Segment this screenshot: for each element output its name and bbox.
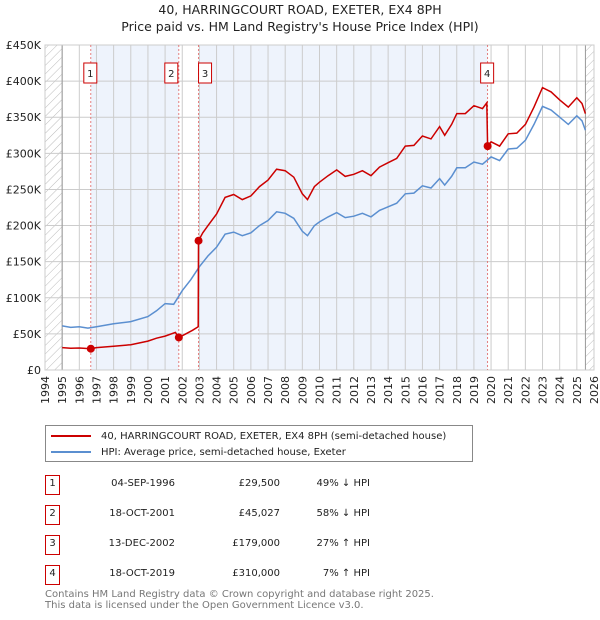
x-tick-label: 2003 <box>193 376 206 404</box>
sale-hpi-diff: 7% ↑ HPI <box>322 568 370 579</box>
x-tick-label: 2001 <box>159 376 172 404</box>
y-tick-label: £300K <box>6 147 42 160</box>
footer-copyright: Contains HM Land Registry data © Crown c… <box>45 589 434 600</box>
sale-price: £310,000 <box>232 568 280 579</box>
x-tick-label: 1996 <box>73 376 86 404</box>
sale-point <box>86 344 95 353</box>
x-tick-label: 2015 <box>399 376 412 404</box>
footer-licence: This data is licensed under the Open Gov… <box>45 600 364 611</box>
x-tick-label: 2006 <box>245 376 258 404</box>
x-tick-label: 2011 <box>331 376 344 404</box>
x-tick-label: 2000 <box>142 376 155 404</box>
x-tick-label: 2020 <box>485 376 498 404</box>
x-tick-label: 1994 <box>39 376 52 404</box>
sale-price: £45,027 <box>238 508 280 519</box>
hpi-line <box>62 105 587 329</box>
ownership-shade <box>198 45 488 370</box>
x-tick-label: 2021 <box>502 376 515 404</box>
plot-border <box>44 44 595 371</box>
hatched-region-end <box>585 45 594 370</box>
y-tick-label: £350K <box>6 111 42 124</box>
hatched-region-start <box>45 45 63 370</box>
y-tick-label: £150K <box>6 256 42 269</box>
x-tick-label: 2016 <box>416 376 429 404</box>
x-tick-label: 1997 <box>90 376 103 404</box>
y-tick-label: £450K <box>6 39 42 52</box>
sale-label: 2 <box>168 69 174 80</box>
chart-title: 40, HARRINGCOURT ROAD, EXETER, EX4 8PH <box>158 2 442 17</box>
sale-date: 04-SEP-1996 <box>111 478 175 489</box>
sale-label-box <box>480 62 495 84</box>
x-tick-label: 2010 <box>314 376 327 404</box>
x-tick-label: 2013 <box>365 376 378 404</box>
x-tick-label: 1999 <box>125 376 138 404</box>
x-tick-label: 2009 <box>296 376 309 404</box>
x-tick-label: 2002 <box>176 376 189 404</box>
legend: 40, HARRINGCOURT ROAD, EXETER, EX4 8PH (… <box>45 425 473 462</box>
sale-hpi-diff: 27% ↑ HPI <box>316 538 370 549</box>
x-tick-label: 2026 <box>588 376 600 404</box>
legend-swatch-red <box>51 435 91 437</box>
y-tick-label: £0 <box>27 364 41 377</box>
x-tick-label: 2005 <box>228 376 241 404</box>
sale-point <box>194 236 203 245</box>
x-tick-label: 1998 <box>108 376 121 404</box>
x-tick-label: 2012 <box>348 376 361 404</box>
sale-hpi-diff: 49% ↓ HPI <box>316 478 370 489</box>
sale-point <box>483 142 492 151</box>
y-tick-label: £50K <box>13 328 42 341</box>
sale-date: 18-OCT-2001 <box>109 508 175 519</box>
sale-label: 1 <box>87 69 93 80</box>
sale-price: £29,500 <box>238 478 280 489</box>
legend-label: HPI: Average price, semi-detached house,… <box>101 446 346 458</box>
x-tick-label: 2023 <box>537 376 550 404</box>
y-tick-label: £100K <box>6 292 42 305</box>
sale-price: £179,000 <box>232 538 280 549</box>
x-tick-label: 1995 <box>56 376 69 404</box>
sale-label-box <box>198 62 213 84</box>
x-tick-label: 2017 <box>434 376 447 404</box>
x-tick-label: 2008 <box>279 376 292 404</box>
x-tick-label: 2004 <box>211 376 224 404</box>
x-tick-label: 2025 <box>571 376 584 404</box>
y-tick-label: £250K <box>6 183 42 196</box>
sale-date: 18-OCT-2019 <box>109 568 175 579</box>
sale-marker: 4 <box>45 565 60 585</box>
price-chart: 1994 1995 1996 1997 1998 1999 2000 2001 2002 2003… <box>6 39 600 404</box>
sale-label-box <box>164 62 179 84</box>
sale-hpi-diff: 58% ↓ HPI <box>316 508 370 519</box>
sale-label: 4 <box>484 69 490 80</box>
sale-label-box <box>83 62 98 84</box>
legend-label: 40, HARRINGCOURT ROAD, EXETER, EX4 8PH (… <box>101 430 447 442</box>
sale-marker: 3 <box>45 535 60 555</box>
x-tick-label: 2007 <box>262 376 275 404</box>
legend-item-hpi: HPI: Average price, semi-detached house,… <box>51 445 346 459</box>
sale-label: 3 <box>202 69 208 80</box>
sale-marker: 2 <box>45 505 60 525</box>
sale-date: 13-DEC-2002 <box>108 538 175 549</box>
footer: Contains HM Land Registry data © Crown c… <box>45 589 434 611</box>
x-tick-label: 2014 <box>382 376 395 404</box>
y-tick-label: £200K <box>6 220 42 233</box>
x-tick-label: 2024 <box>554 376 567 404</box>
sale-point <box>174 333 183 342</box>
x-tick-label: 2018 <box>451 376 464 404</box>
chart-subtitle: Price paid vs. HM Land Registry's House … <box>121 19 479 34</box>
ownership-shade <box>90 45 179 370</box>
legend-swatch-blue <box>51 451 91 453</box>
sale-marker: 1 <box>45 475 60 495</box>
y-tick-label: £400K <box>6 75 42 88</box>
x-tick-label: 2022 <box>519 376 532 404</box>
legend-item-property: 40, HARRINGCOURT ROAD, EXETER, EX4 8PH (… <box>51 429 446 443</box>
x-tick-label: 2019 <box>468 376 481 404</box>
